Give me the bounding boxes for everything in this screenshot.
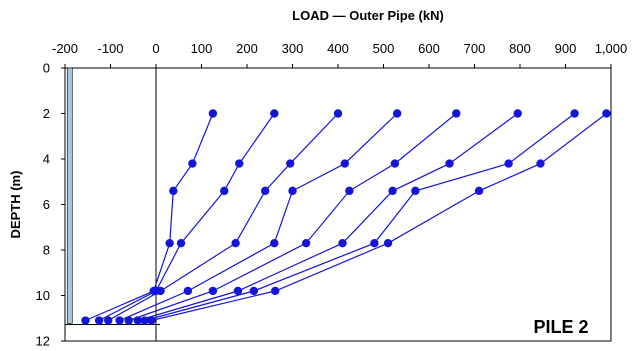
series-group bbox=[81, 109, 611, 325]
chart-title: LOAD — Outer Pipe (kN) bbox=[292, 8, 444, 23]
data-point bbox=[445, 159, 454, 168]
y-tick-label: 2 bbox=[43, 106, 50, 121]
data-point bbox=[176, 238, 186, 248]
data-point bbox=[188, 159, 197, 168]
data-point bbox=[370, 238, 379, 248]
data-point bbox=[183, 286, 193, 296]
y-tick-label: 8 bbox=[43, 243, 50, 258]
data-point bbox=[124, 316, 133, 325]
data-point bbox=[388, 186, 397, 196]
x-tick-label: 400 bbox=[327, 41, 349, 56]
series-line bbox=[107, 113, 339, 322]
data-point bbox=[570, 109, 579, 118]
data-point bbox=[602, 109, 611, 118]
plot-frame bbox=[64, 67, 612, 342]
x-tick-label: 300 bbox=[282, 41, 304, 56]
data-point bbox=[165, 238, 174, 248]
x-tick-label: 900 bbox=[555, 41, 577, 56]
series-line bbox=[151, 113, 607, 322]
data-point bbox=[513, 109, 522, 118]
y-tick-label: 4 bbox=[43, 152, 50, 167]
data-point bbox=[231, 238, 240, 248]
data-point bbox=[333, 109, 343, 118]
pile-annotation: PILE 2 bbox=[533, 317, 588, 337]
x-tick-label: 600 bbox=[418, 41, 440, 56]
data-point bbox=[208, 109, 218, 118]
y-tick-label: 12 bbox=[36, 334, 50, 349]
y-tick-label: 0 bbox=[43, 61, 50, 76]
data-point bbox=[271, 286, 280, 296]
x-tick-label: -100 bbox=[97, 41, 123, 56]
data-point bbox=[249, 286, 259, 296]
data-point bbox=[411, 186, 420, 196]
series-5 bbox=[124, 109, 461, 325]
series-4 bbox=[115, 109, 402, 325]
series-6 bbox=[133, 109, 522, 325]
x-tick-label: -200 bbox=[52, 41, 78, 56]
y-tick-labels: 0 2 4 6 8 10 12 bbox=[36, 61, 65, 349]
series-3 bbox=[104, 109, 343, 325]
data-point bbox=[115, 316, 124, 325]
data-point bbox=[104, 316, 113, 325]
data-point bbox=[261, 186, 270, 196]
data-point bbox=[270, 238, 279, 248]
plot-border bbox=[64, 67, 612, 342]
data-point bbox=[536, 159, 545, 168]
data-point bbox=[270, 109, 279, 118]
data-point bbox=[301, 238, 311, 248]
data-point bbox=[504, 159, 513, 168]
x-tick-label: 500 bbox=[373, 41, 395, 56]
data-point bbox=[220, 186, 229, 196]
x-tick-label: 1,000 bbox=[595, 41, 628, 56]
data-point bbox=[169, 186, 178, 196]
data-point bbox=[383, 238, 393, 248]
data-point bbox=[288, 186, 297, 196]
data-point bbox=[156, 286, 165, 296]
data-point bbox=[81, 316, 90, 325]
series-line bbox=[98, 113, 275, 322]
data-point bbox=[338, 238, 347, 248]
pile-shaft bbox=[66, 67, 73, 324]
y-tick-label: 6 bbox=[43, 197, 50, 212]
series-line bbox=[144, 113, 575, 322]
data-point bbox=[340, 159, 350, 168]
x-tick-label: 0 bbox=[152, 41, 159, 56]
x-tick-label: 700 bbox=[464, 41, 486, 56]
data-point bbox=[392, 109, 402, 118]
x-tick-labels: -200 -100 0 100 200 300 400 500 600 700 800 900 1,00… bbox=[52, 41, 627, 68]
series-7 bbox=[140, 109, 579, 325]
series-line bbox=[119, 113, 398, 322]
data-point bbox=[452, 109, 461, 118]
series-8 bbox=[147, 109, 611, 325]
data-point bbox=[286, 159, 295, 168]
data-point bbox=[233, 286, 243, 296]
x-tick-label: 800 bbox=[509, 41, 531, 56]
x-tick-label: 100 bbox=[191, 41, 213, 56]
data-point bbox=[390, 159, 400, 168]
data-point bbox=[235, 159, 244, 168]
y-tick-label: 10 bbox=[36, 288, 50, 303]
data-point bbox=[474, 186, 484, 196]
data-point bbox=[345, 186, 354, 196]
x-tick-label: 200 bbox=[236, 41, 258, 56]
data-point bbox=[208, 286, 218, 296]
series-line bbox=[137, 113, 519, 322]
data-point bbox=[94, 316, 104, 325]
data-point bbox=[147, 316, 156, 325]
y-axis-label: DEPTH (m) bbox=[8, 171, 23, 239]
data-point bbox=[140, 316, 149, 325]
pile-bar bbox=[65, 67, 160, 326]
series-1 bbox=[81, 109, 218, 325]
data-point bbox=[133, 316, 142, 325]
series-line bbox=[128, 113, 457, 322]
series-line bbox=[85, 113, 214, 322]
